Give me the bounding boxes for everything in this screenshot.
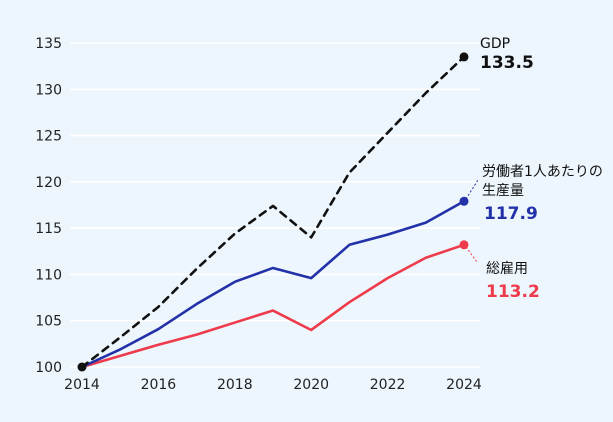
y-tick-label: 120 (35, 175, 62, 191)
gdp-end-value: 133.5 (480, 53, 534, 73)
series-line-1 (80, 199, 466, 369)
x-tick-label: 2014 (64, 377, 100, 393)
y-tick-label: 105 (35, 314, 62, 330)
y-tick-label: 110 (35, 267, 62, 283)
y-tick-label: 135 (35, 36, 62, 52)
productivity-end-value: 117.9 (484, 204, 538, 224)
series-end-point-1 (459, 196, 469, 206)
series-lines (77, 52, 469, 372)
series-end-point-0 (459, 52, 469, 62)
employment-leader-line (465, 246, 478, 263)
series-line-2 (80, 243, 466, 369)
x-tick-label: 2024 (446, 377, 482, 393)
y-tick-label: 115 (35, 221, 62, 237)
x-tick-label: 2020 (293, 377, 329, 393)
productivity-series-name-line1: 労働者1人あたりの (482, 164, 603, 180)
x-axis-ticks: 2014 2016 2018 2020 2022 2024 (64, 377, 482, 393)
y-tick-label: 100 (35, 360, 62, 376)
productivity-leader-line (465, 179, 479, 200)
x-tick-label: 2016 (141, 377, 177, 393)
y-axis-ticks: 100 105 110 115 120 125 130 135 (35, 36, 62, 376)
productivity-series-name-line2: 生産量 (482, 183, 524, 199)
series-start-point (77, 362, 87, 372)
grid-lines (70, 42, 480, 368)
y-tick-label: 125 (35, 129, 62, 145)
series-line-0 (80, 55, 466, 369)
employment-series-name: 総雇用 (486, 260, 528, 277)
employment-end-value: 113.2 (486, 282, 540, 302)
x-tick-label: 2018 (217, 377, 253, 393)
gdp-series-name: GDP (480, 36, 510, 52)
y-tick-label: 130 (35, 82, 62, 98)
x-tick-label: 2022 (370, 377, 406, 393)
